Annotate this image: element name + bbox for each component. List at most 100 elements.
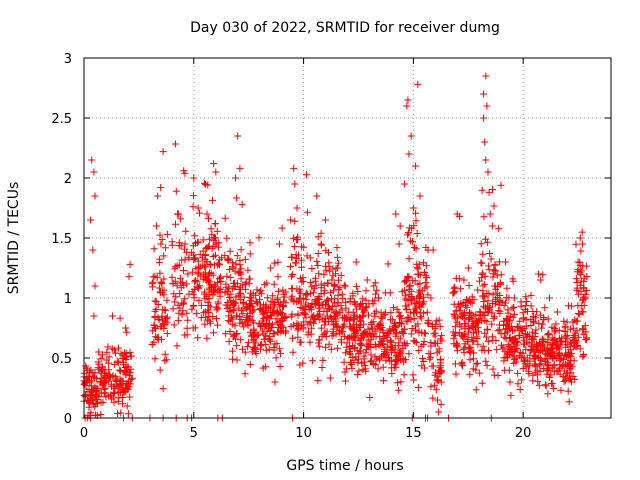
data-point	[324, 296, 332, 304]
data-point	[498, 298, 506, 306]
data-point	[519, 365, 527, 372]
data-point	[111, 388, 118, 396]
data-point	[576, 310, 584, 318]
data-point	[565, 302, 572, 310]
data-point	[291, 180, 299, 188]
data-point	[328, 306, 336, 314]
data-point	[263, 314, 271, 321]
data-point	[114, 397, 122, 405]
data-point	[189, 242, 197, 250]
data-point	[315, 342, 323, 350]
data-point	[547, 353, 555, 361]
data-point	[95, 365, 103, 373]
data-point	[419, 340, 427, 348]
data-point	[84, 396, 92, 404]
data-point	[153, 222, 160, 230]
data-point	[168, 273, 176, 281]
data-point	[320, 271, 328, 279]
data-point	[236, 319, 244, 327]
data-point	[358, 334, 365, 342]
data-point	[379, 377, 387, 385]
data-point	[527, 291, 535, 299]
data-point	[341, 282, 349, 290]
data-point	[401, 292, 409, 300]
data-point	[123, 353, 131, 361]
data-point	[530, 313, 537, 320]
data-point	[517, 327, 525, 335]
data-point	[251, 343, 259, 351]
data-point	[574, 258, 582, 266]
data-point	[412, 300, 420, 308]
data-point	[458, 358, 466, 366]
data-point	[330, 330, 338, 338]
data-point	[367, 319, 375, 327]
data-point	[544, 339, 552, 347]
data-point	[181, 256, 189, 264]
x-tick-label: 0	[80, 426, 88, 441]
data-point	[420, 329, 428, 337]
data-point	[183, 280, 191, 288]
data-point	[156, 255, 164, 263]
data-point	[205, 215, 212, 223]
data-point	[432, 386, 440, 394]
data-point	[352, 329, 360, 337]
data-point	[174, 210, 182, 218]
data-point	[293, 298, 301, 306]
data-point	[398, 327, 406, 335]
data-point	[119, 400, 126, 408]
data-point	[452, 342, 460, 350]
data-point	[300, 318, 308, 326]
data-point	[236, 164, 244, 172]
data-point	[474, 316, 482, 324]
y-tick-label: 0.5	[51, 352, 72, 367]
data-point	[461, 320, 469, 328]
data-point	[368, 325, 376, 333]
data-point	[196, 209, 203, 217]
data-point	[151, 297, 159, 305]
data-point	[415, 260, 423, 268]
data-point	[194, 284, 202, 291]
data-point	[195, 269, 203, 277]
data-point	[567, 339, 575, 347]
data-point	[356, 314, 364, 322]
data-point	[334, 259, 342, 267]
data-point	[536, 368, 544, 376]
data-point	[103, 356, 111, 364]
data-point	[457, 312, 465, 320]
data-point	[416, 192, 424, 200]
data-point	[329, 265, 337, 273]
data-point	[159, 148, 167, 156]
data-point	[577, 302, 585, 310]
data-point	[431, 332, 439, 340]
data-point	[169, 279, 177, 287]
data-point	[119, 377, 127, 385]
data-point	[226, 266, 234, 274]
data-point	[407, 316, 415, 324]
data-point	[459, 299, 467, 307]
data-point	[374, 365, 382, 373]
data-point	[159, 288, 166, 296]
data-point	[159, 385, 167, 393]
data-point	[311, 277, 319, 285]
data-point	[568, 378, 575, 386]
data-point	[574, 310, 582, 317]
data-point	[405, 350, 413, 358]
data-point	[174, 301, 182, 309]
data-point	[192, 265, 200, 273]
data-point	[512, 346, 520, 354]
data-point	[197, 301, 205, 309]
data-point	[160, 252, 168, 260]
data-point	[540, 315, 548, 323]
data-point	[229, 347, 236, 355]
data-point	[116, 381, 124, 389]
data-point	[457, 303, 464, 311]
data-point	[482, 156, 490, 164]
data-point	[175, 239, 183, 247]
data-point	[190, 192, 197, 200]
data-point	[378, 314, 386, 322]
data-point	[421, 330, 429, 338]
data-point	[408, 325, 416, 332]
data-point	[201, 320, 209, 328]
data-point	[206, 235, 213, 243]
data-point	[234, 279, 241, 287]
